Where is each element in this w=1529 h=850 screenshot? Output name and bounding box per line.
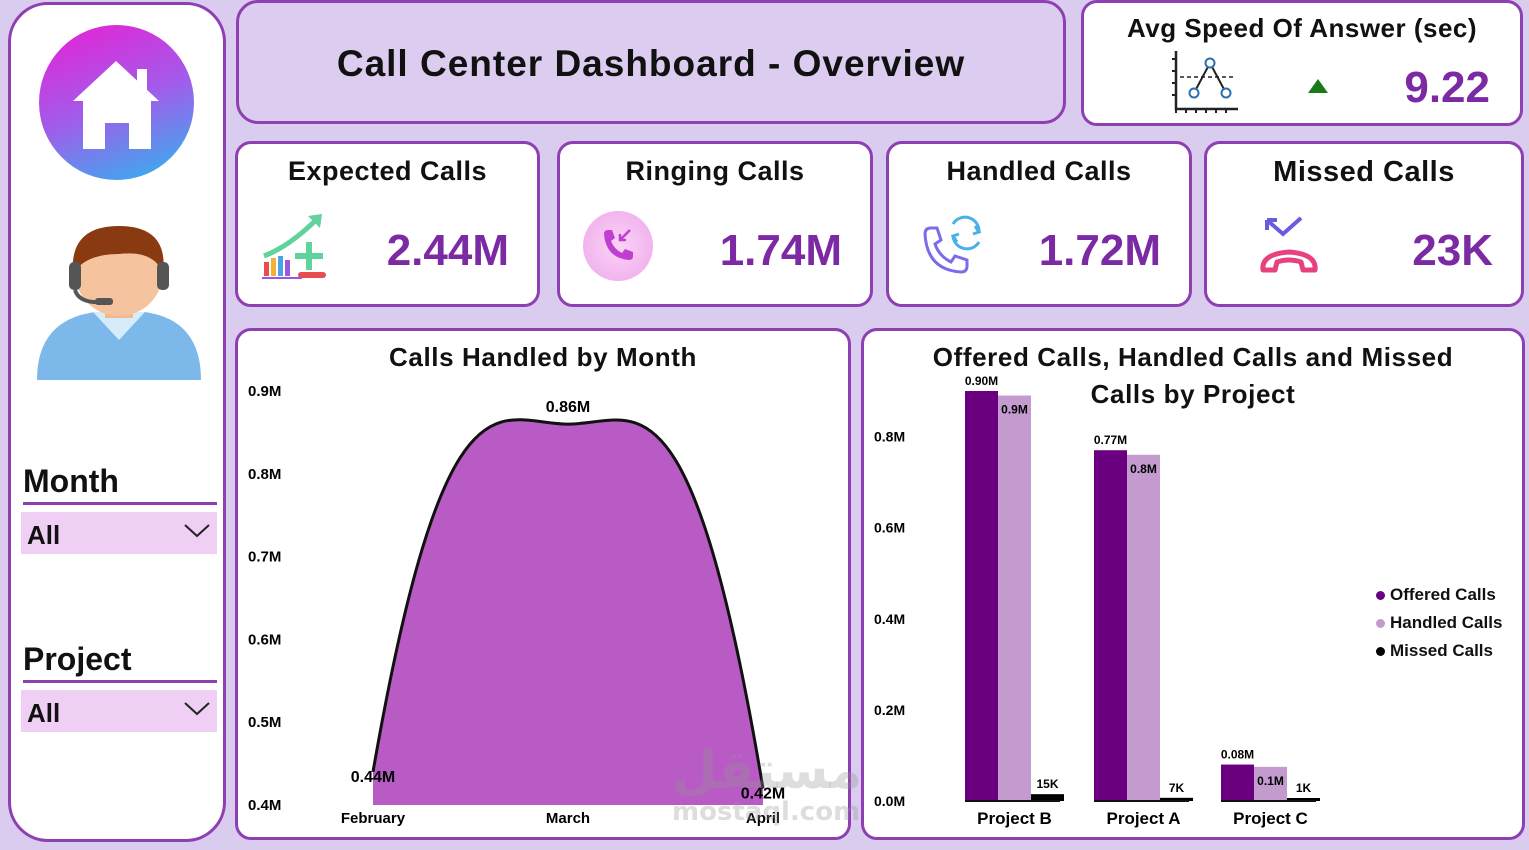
calls-by-month-chart-card: Calls Handled by Month 0.4M 0.5M 0.6M 0.7M 0… [235, 328, 851, 840]
bar [1031, 794, 1064, 801]
data-label: 0.42M [741, 785, 785, 802]
missed-call-icon [1260, 216, 1318, 273]
ringing-calls-value: 1.74M [719, 226, 842, 275]
project-dropdown-value: All [27, 698, 61, 728]
handled-calls-label: Handled Calls [946, 156, 1132, 186]
missed-calls-label: Missed Calls [1273, 156, 1455, 188]
avg-speed-label: Avg Speed Of Answer (sec) [1126, 13, 1478, 43]
expected-calls-label: Expected Calls [287, 156, 488, 186]
bar [1287, 798, 1320, 801]
legend-dot-missed [1376, 646, 1385, 656]
bar-growth-plus-icon [262, 214, 326, 279]
y-tick-label: 0.6M [874, 520, 905, 536]
chart-legend: Offered Calls Handled Calls Missed Calls [1376, 585, 1502, 669]
home-icon [73, 61, 159, 149]
chevron-down-icon [184, 524, 210, 538]
avg-speed-card: Avg Speed Of Answer (sec) 9.22 [1081, 0, 1523, 126]
dashboard-title-card: Call Center Dashboard - Overview [236, 0, 1066, 124]
calls-by-month-chart-title: Calls Handled by Month [389, 342, 697, 372]
x-tick-label: Project B [977, 809, 1052, 828]
y-tick-label: 0.7M [248, 549, 281, 566]
handled-calls-value: 1.72M [1038, 226, 1161, 275]
y-tick-label: 0.8M [248, 466, 281, 483]
x-tick-label: February [341, 810, 406, 827]
data-label: 0.08M [1221, 748, 1254, 762]
y-tick-label: 0.0M [874, 793, 905, 809]
legend-label-missed: Missed Calls [1390, 641, 1493, 660]
data-label: 0.77M [1094, 433, 1127, 447]
legend-label-handled: Handled Calls [1390, 613, 1503, 632]
x-tick-label: April [746, 810, 780, 827]
bar [1094, 450, 1127, 801]
dashboard-title: Call Center Dashboard - Overview [336, 43, 966, 84]
calls-by-project-chart-card: Offered Calls, Handled Calls and Missed … [861, 328, 1525, 840]
y-tick-label: 0.2M [874, 702, 905, 718]
y-tick-label: 0.8M [874, 429, 905, 445]
x-tick-label: March [546, 810, 590, 827]
avg-speed-value: 9.22 [1404, 63, 1490, 112]
data-label: 0.8M [1130, 462, 1157, 476]
month-dropdown-value: All [27, 520, 61, 550]
missed-calls-card: Missed Calls 23K [1204, 141, 1524, 307]
data-label: 0.1M [1257, 774, 1284, 788]
x-tick-label: Project C [1233, 809, 1308, 828]
area-fill [373, 419, 763, 805]
data-label: 0.44M [351, 769, 395, 786]
ringing-calls-card: Ringing Calls 1.74M [557, 141, 873, 307]
y-tick-label: 0.4M [248, 797, 281, 814]
legend-item-handled[interactable]: Handled Calls [1376, 613, 1502, 633]
data-label: 1K [1296, 781, 1312, 795]
data-label: 0.86M [546, 399, 590, 416]
bar [1127, 454, 1160, 801]
triangle-up-icon [1308, 79, 1328, 93]
chevron-down-icon [184, 702, 210, 716]
calls-by-month-chart: 0.4M 0.5M 0.6M 0.7M 0.8M 0.9M 0.44M February 0.8… [248, 383, 785, 827]
data-label: 0.9M [1001, 403, 1028, 417]
home-button[interactable] [39, 25, 194, 180]
y-tick-label: 0.5M [248, 714, 281, 731]
project-filter-label: Project [23, 641, 217, 683]
agent-avatar-icon [37, 226, 201, 380]
expected-calls-card: Expected Calls 2.44M [235, 141, 540, 307]
y-tick-label: 0.9M [248, 383, 281, 400]
legend-dot-offered [1376, 590, 1385, 600]
data-label: 0.90M [965, 374, 998, 388]
bar [965, 391, 998, 801]
legend-label-offered: Offered Calls [1390, 585, 1496, 604]
legend-item-missed[interactable]: Missed Calls [1376, 641, 1502, 661]
y-tick-label: 0.6M [248, 631, 281, 648]
sidebar: Month All Project All [8, 2, 226, 842]
bar [1254, 766, 1287, 801]
handled-calls-card: Handled Calls 1.72M [886, 141, 1192, 307]
y-tick-label: 0.4M [874, 611, 905, 627]
line-chart-icon [1172, 51, 1238, 113]
data-label: 7K [1169, 781, 1185, 795]
calls-by-project-chart: 0.0M 0.2M 0.4M 0.6M 0.8M 0.90M 0.9M 15K Project … [874, 374, 1320, 828]
x-tick-label: Project A [1106, 809, 1180, 828]
calls-by-project-chart-title-line2: Calls by Project [1090, 379, 1296, 409]
project-dropdown[interactable]: All [21, 690, 217, 732]
incoming-call-icon [583, 211, 653, 281]
bar [998, 395, 1031, 801]
calls-by-project-chart-title-line1: Offered Calls, Handled Calls and Missed [932, 342, 1454, 372]
missed-calls-value: 23K [1412, 226, 1493, 275]
legend-item-offered[interactable]: Offered Calls [1376, 585, 1502, 605]
month-filter-label: Month [23, 463, 217, 505]
legend-dot-handled [1376, 618, 1385, 628]
expected-calls-value: 2.44M [386, 226, 509, 275]
bar [1221, 764, 1254, 801]
data-label: 15K [1036, 777, 1058, 791]
ringing-calls-label: Ringing Calls [625, 156, 805, 186]
bar [1160, 797, 1193, 801]
month-dropdown[interactable]: All [21, 512, 217, 554]
area-line [371, 418, 765, 789]
call-refresh-icon [923, 215, 982, 274]
